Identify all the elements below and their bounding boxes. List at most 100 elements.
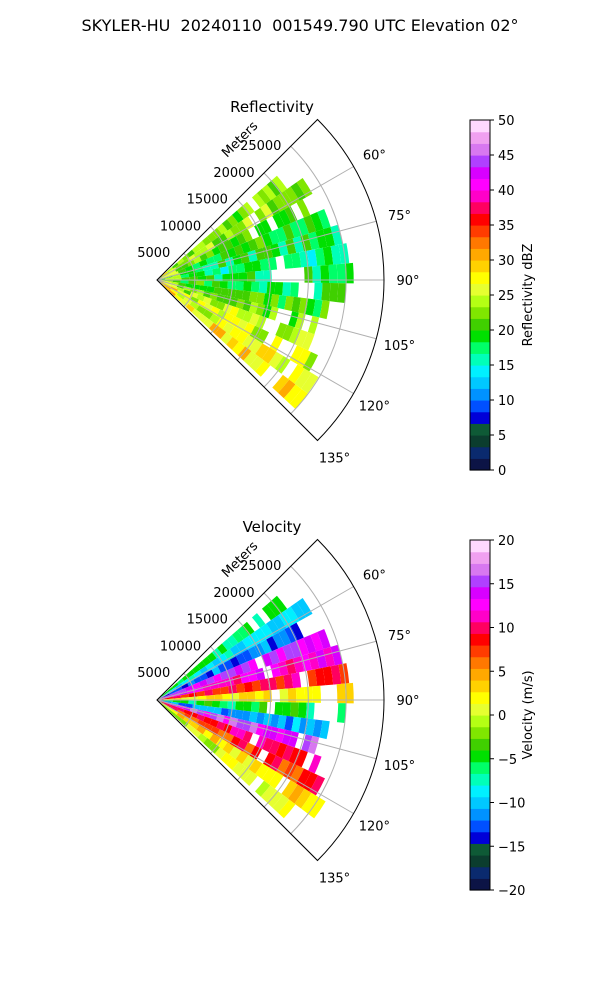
radar-bin — [205, 241, 216, 252]
radar-bin — [203, 296, 212, 305]
radar-bin — [294, 788, 312, 809]
radial-tick-label: 10000 — [160, 639, 201, 654]
radar-bin — [242, 754, 256, 770]
radar-bin — [235, 701, 244, 711]
radar-bin — [246, 691, 256, 702]
radar-bin — [262, 752, 277, 768]
radar-bin — [317, 209, 331, 230]
radar-bin — [219, 670, 230, 681]
colorbar-swatch — [470, 353, 490, 366]
radar-bin — [176, 709, 186, 716]
panel-title: Velocity — [243, 518, 302, 536]
radar-bin — [270, 294, 280, 308]
azimuth-spoke — [156, 586, 354, 701]
radar-bin — [196, 714, 205, 722]
radar-bin — [255, 763, 270, 779]
radar-bin — [235, 683, 246, 693]
radar-bin — [266, 180, 282, 197]
colorbar-tick-label: 20 — [498, 534, 515, 549]
radar-bin — [227, 281, 236, 290]
radar-bin — [300, 653, 312, 672]
radar-bin — [175, 686, 183, 692]
radar-bin — [307, 735, 320, 755]
radar-bin — [260, 639, 272, 654]
radar-bin — [272, 212, 285, 229]
radial-tick-label: 25000 — [240, 139, 281, 154]
radar-bin — [236, 206, 250, 220]
colorbar-tick-label: 10 — [498, 622, 515, 637]
colorbar-swatch — [470, 330, 490, 343]
radar-bin — [163, 693, 170, 698]
radar-bin — [181, 673, 190, 682]
radar-bin — [336, 683, 346, 704]
radar-bin — [310, 631, 324, 652]
radar-bin — [220, 332, 233, 345]
radar-bin — [289, 640, 302, 658]
radar-bin — [176, 678, 185, 685]
radar-bin — [277, 715, 287, 730]
sector-outline — [156, 118, 385, 442]
radar-bin — [172, 700, 181, 703]
radar-bin — [164, 276, 174, 280]
radar-bin — [307, 797, 326, 819]
radar-bin — [191, 665, 201, 674]
colorbar-swatch — [470, 831, 490, 844]
radar-bin — [315, 649, 328, 669]
colorbar-swatch — [470, 318, 490, 331]
radar-bin — [220, 686, 230, 695]
radar-bin — [162, 704, 170, 711]
radar-bin — [247, 238, 259, 252]
radar-bin — [190, 716, 200, 724]
radar-bin — [236, 626, 250, 640]
radar-bin — [189, 291, 199, 299]
radar-bin — [292, 656, 305, 673]
radar-bin — [206, 652, 217, 663]
radar-bin — [261, 232, 273, 247]
radar-bin — [289, 220, 302, 238]
colorbar-swatch — [470, 551, 490, 564]
radar-bin — [300, 233, 312, 252]
radar-bin — [228, 264, 238, 274]
radar-bin — [263, 269, 272, 283]
radar-bin — [251, 193, 266, 208]
radar-bin — [203, 280, 213, 287]
radar-bin — [243, 322, 256, 336]
radar-bin — [283, 673, 294, 689]
colorbar-swatch — [470, 166, 490, 179]
radar-bin — [222, 693, 231, 702]
radar-data — [157, 595, 354, 819]
radar-bin — [269, 335, 284, 352]
colorbar-swatch — [470, 190, 490, 203]
radar-bin — [180, 298, 189, 307]
radar-bin — [163, 282, 171, 287]
radar-bin — [231, 341, 246, 356]
radar-bin — [223, 649, 235, 661]
radar-bin — [287, 364, 305, 384]
radar-bin — [163, 274, 172, 278]
sector-outline — [156, 538, 385, 862]
radial-tick-label: 5000 — [137, 246, 170, 261]
radar-bin — [285, 238, 297, 255]
radar-bin — [242, 334, 256, 350]
radar-bin — [211, 246, 221, 256]
radar-bin — [233, 664, 244, 676]
azimuth-tick-label: 90° — [396, 694, 419, 709]
colorbar-tick-label: 40 — [498, 184, 515, 199]
radar-bin — [283, 384, 302, 404]
radar-bin — [263, 689, 272, 703]
radar-bin — [255, 292, 265, 305]
radar-bin — [251, 613, 266, 628]
radar-bin — [243, 701, 252, 712]
radar-bin — [214, 327, 227, 340]
radar-bin — [243, 281, 252, 292]
radar-bin — [214, 747, 227, 760]
colorbar-swatch — [470, 621, 490, 634]
radar-bin — [278, 209, 292, 226]
radar-bin — [235, 728, 247, 740]
radar-bin — [212, 267, 222, 276]
radar-bin — [307, 231, 320, 250]
colorbar-swatch — [470, 201, 490, 214]
radar-bin — [220, 287, 229, 297]
radar-bin — [184, 265, 194, 272]
